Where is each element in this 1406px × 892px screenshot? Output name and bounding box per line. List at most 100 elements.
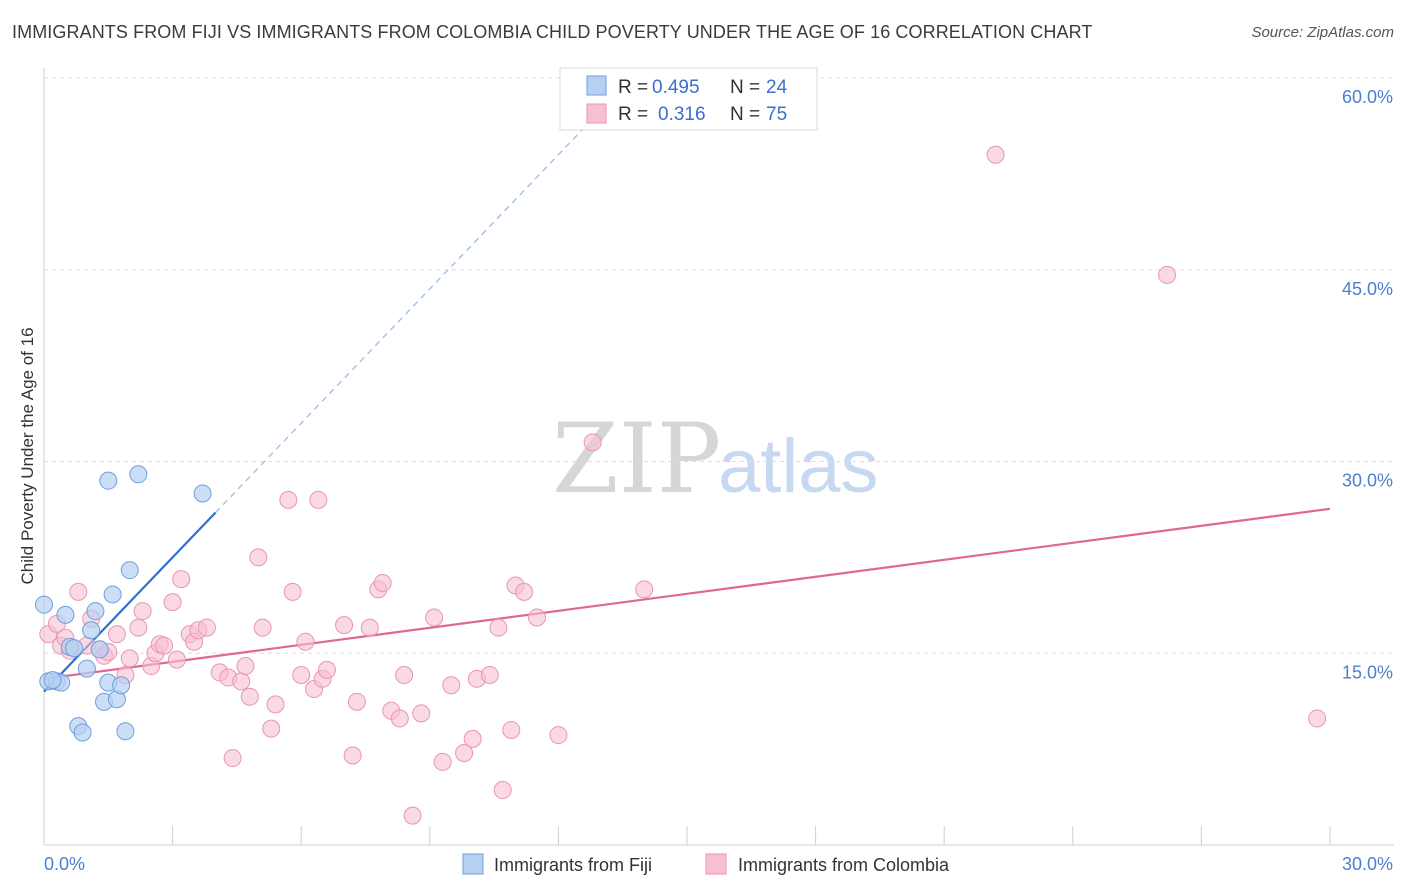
- legend-r-label-colombia: R =: [618, 104, 648, 125]
- trend-line-colombia: [43, 507, 1331, 680]
- point-colombia-58: [442, 676, 461, 695]
- point-colombia-20: [163, 593, 182, 612]
- point-colombia-44: [317, 660, 336, 679]
- point-fiji-10: [82, 621, 101, 640]
- point-colombia-54: [403, 806, 422, 825]
- point-colombia-42: [309, 490, 328, 509]
- legend-n-label-fiji: N =: [730, 77, 760, 98]
- point-colombia-72: [986, 145, 1005, 164]
- point-colombia-67: [515, 582, 534, 601]
- legend-r-value-colombia: 0.316: [658, 104, 706, 125]
- grid-lines: [44, 77, 1394, 654]
- point-colombia-69: [549, 726, 568, 745]
- point-fiji-0: [35, 595, 53, 614]
- point-fiji-4: [56, 605, 75, 624]
- trend-lines: [43, 118, 1331, 693]
- point-colombia-22: [172, 570, 191, 589]
- legend-r-label-fiji: R =: [618, 77, 648, 98]
- y-tick-label-45: 45.0%: [1342, 279, 1393, 299]
- point-colombia-36: [266, 695, 285, 714]
- point-fiji-21: [129, 465, 148, 484]
- point-colombia-60: [463, 729, 482, 748]
- point-colombia-50: [373, 573, 392, 592]
- point-colombia-45: [335, 616, 354, 635]
- data-points: [35, 145, 1327, 825]
- legend-swatch-fiji: [586, 75, 607, 96]
- point-colombia-5: [69, 582, 88, 601]
- point-colombia-56: [425, 608, 444, 627]
- legend-swatch-colombia: [586, 103, 607, 124]
- point-fiji-18: [112, 676, 131, 695]
- point-colombia-52: [390, 709, 409, 728]
- bottom-legend-label-fiji: Immigrants from Fiji: [494, 855, 652, 875]
- point-colombia-62: [480, 665, 499, 684]
- axes: [43, 68, 1394, 846]
- point-colombia-34: [253, 618, 272, 637]
- point-fiji-9: [77, 659, 96, 678]
- point-fiji-22: [193, 484, 212, 503]
- point-colombia-31: [236, 657, 255, 676]
- watermark-atlas: atlas: [718, 424, 879, 509]
- point-colombia-65: [502, 720, 521, 739]
- point-fiji-16: [103, 585, 122, 604]
- point-fiji-20: [120, 561, 139, 580]
- bottom-legend: Immigrants from Fiji Immigrants from Col…: [462, 853, 950, 875]
- y-tick-label-30: 30.0%: [1342, 471, 1393, 491]
- point-colombia-70: [583, 433, 602, 452]
- y-tick-label-15: 15.0%: [1342, 662, 1393, 682]
- point-colombia-11: [107, 625, 126, 644]
- bottom-legend-swatch-fiji: [462, 853, 484, 875]
- point-colombia-55: [412, 704, 431, 723]
- point-colombia-57: [433, 752, 452, 771]
- x-tick-label-min: 0.0%: [44, 854, 85, 874]
- chart-source: Source: ZipAtlas.com: [1251, 24, 1394, 41]
- point-colombia-14: [129, 618, 148, 637]
- point-colombia-32: [240, 687, 259, 706]
- point-colombia-30: [232, 672, 251, 691]
- legend-r-value-fiji: 0.495: [652, 77, 700, 98]
- point-colombia-53: [395, 665, 414, 684]
- point-colombia-64: [493, 781, 512, 800]
- point-colombia-29: [223, 749, 242, 768]
- watermark: ZIP atlas: [552, 403, 879, 515]
- point-fiji-6: [65, 639, 84, 658]
- legend-n-value-colombia: 75: [766, 104, 787, 125]
- point-colombia-40: [296, 632, 315, 651]
- point-fiji-15: [99, 471, 118, 490]
- y-axis-title: Child Poverty Under the Age of 16: [18, 327, 37, 584]
- point-colombia-26: [197, 618, 216, 637]
- point-colombia-59: [455, 743, 474, 762]
- point-colombia-48: [360, 618, 379, 637]
- y-tick-labels: 15.0% 30.0% 45.0% 60.0%: [1342, 87, 1393, 682]
- point-colombia-33: [249, 548, 268, 567]
- point-fiji-8: [73, 723, 92, 742]
- point-fiji-12: [90, 640, 109, 659]
- legend: R = 0.495 N = 24 R = 0.316 N = 75: [559, 67, 818, 131]
- watermark-zip: ZIP: [552, 403, 721, 515]
- chart-title: IMMIGRANTS FROM FIJI VS IMMIGRANTS FROM …: [12, 22, 1093, 42]
- point-colombia-15: [133, 602, 152, 621]
- point-colombia-38: [283, 582, 302, 601]
- point-colombia-47: [347, 692, 366, 711]
- trend-line-fiji-extension: [214, 118, 594, 514]
- x-ticks: [43, 826, 1331, 845]
- point-fiji-23: [43, 671, 62, 690]
- x-tick-label-max: 30.0%: [1342, 854, 1393, 874]
- bottom-legend-label-colombia: Immigrants from Colombia: [738, 855, 950, 875]
- point-colombia-68: [527, 608, 546, 627]
- point-colombia-13: [120, 649, 139, 668]
- point-colombia-73: [1158, 265, 1177, 284]
- point-colombia-39: [292, 665, 311, 684]
- point-colombia-37: [279, 490, 298, 509]
- point-colombia-71: [635, 580, 654, 599]
- point-colombia-35: [262, 719, 281, 738]
- point-fiji-19: [116, 722, 135, 741]
- y-tick-label-60: 60.0%: [1342, 87, 1393, 107]
- legend-n-value-fiji: 24: [766, 77, 788, 98]
- legend-n-label-colombia: N =: [730, 104, 760, 125]
- bottom-legend-swatch-colombia: [705, 853, 727, 875]
- point-colombia-63: [489, 618, 508, 637]
- point-fiji-11: [86, 602, 105, 621]
- trend-line-fiji: [43, 511, 217, 693]
